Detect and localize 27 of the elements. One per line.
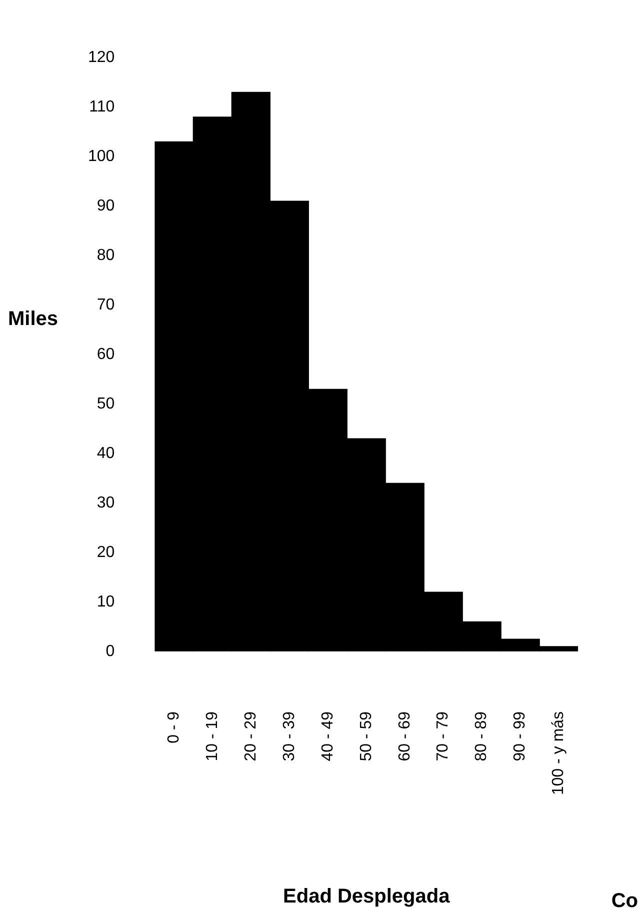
text: Co [611, 890, 638, 913]
x-tick-label: 100 - y más [550, 711, 568, 796]
x-tick-label: 70 - 79 [434, 711, 452, 762]
y-tick-label: 100 [88, 148, 115, 165]
x-tick-label: 90 - 99 [512, 711, 529, 762]
x-tick-label: 20 - 29 [242, 711, 260, 762]
y-tick-label: 120 [88, 49, 115, 66]
y-tick-label: 60 [96, 346, 115, 363]
y-tick-label: 110 [89, 98, 115, 116]
y-tick-label: 10 [96, 593, 115, 610]
y-tick-label: 40 [96, 444, 115, 462]
x-tick-label: 0 - 9 [165, 711, 182, 744]
x-tick-label: 80 - 89 [473, 711, 490, 762]
x-tick-label: 30 - 39 [280, 711, 298, 762]
x-tick-label: 60 - 69 [396, 711, 414, 762]
x-axis-title: Edad Desplegada [283, 886, 451, 908]
y-axis-title: Miles [8, 308, 58, 331]
y-tick-label: 80 [96, 246, 115, 264]
x-tick-label: 10 - 19 [204, 711, 221, 762]
y-tick-label: 20 [96, 544, 115, 561]
x-tick-label: 40 - 49 [319, 711, 336, 762]
y-tick-label: 50 [96, 395, 115, 412]
x-tick-label: 50 - 59 [358, 711, 375, 762]
y-tick-label: 70 [96, 296, 115, 314]
y-tick-label: 90 [96, 197, 115, 214]
y-tick-label: 30 [96, 494, 115, 512]
y-tick-label: 0 [106, 642, 115, 660]
